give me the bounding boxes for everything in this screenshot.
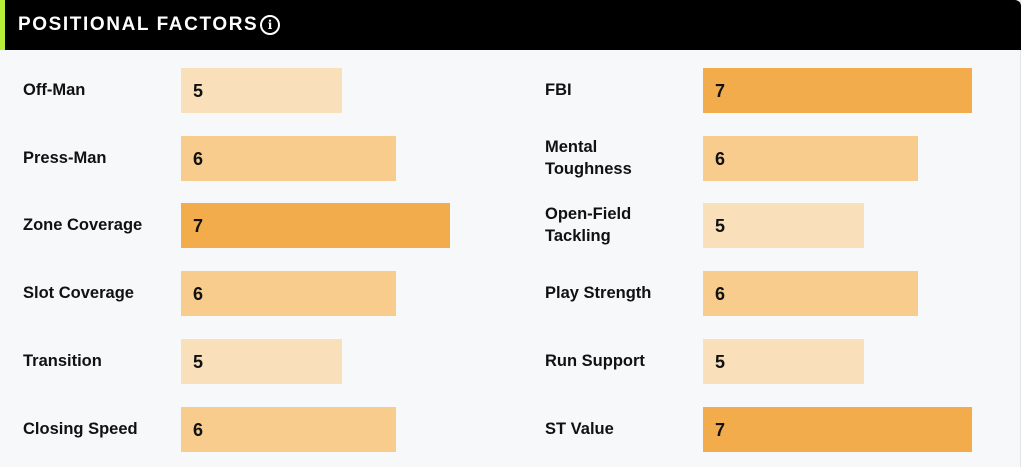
factor-label: Slot Coverage [23,284,134,302]
factor-score-value: 7 [193,216,204,236]
factor-score-bar: 5 [703,339,864,384]
factor-label: Transition [23,352,102,370]
factor-score-value: 5 [193,81,204,101]
factor-label: Open-Field Tackling [545,205,632,245]
factor-label: Off-Man [23,81,86,99]
factor-row-st-value: ST Value 7 [545,407,972,453]
factor-row-off-man: Off-Man 5 [23,68,450,114]
factor-row-slot-coverage: Slot Coverage 6 [23,271,450,317]
factor-score-value: 5 [715,352,726,372]
factor-label: Play Strength [545,284,652,302]
factor-row-transition: Transition 5 [23,339,450,385]
factor-score-value: 7 [715,81,726,101]
info-icon[interactable]: i [260,15,280,35]
factor-score-bar: 7 [703,68,972,113]
section-title: POSITIONAL FACTORS [18,14,259,35]
factor-score-bar: 6 [703,136,918,181]
factor-label: Run Support [545,352,645,370]
factor-label: Mental Toughness [545,138,632,178]
factor-score-value: 6 [193,420,204,440]
factor-score-bar: 7 [703,407,972,452]
factor-score-value: 6 [193,149,204,169]
factor-score-bar: 7 [181,203,450,248]
factor-score-bar: 6 [181,136,396,181]
factor-score-bar: 5 [181,339,342,384]
factor-score-bar: 5 [703,203,864,248]
factor-row-fbi: FBI 7 [545,68,972,114]
factor-score-value: 6 [715,284,726,304]
factor-row-closing-speed: Closing Speed 6 [23,407,450,453]
factor-row-run-support: Run Support 5 [545,339,972,385]
factor-label: Press-Man [23,149,107,167]
factor-row-mental-toughness: Mental Toughness 6 [545,136,972,182]
factor-score-bar: 6 [703,271,918,316]
card-header: POSITIONAL FACTORS i [0,0,1021,50]
factor-row-zone-coverage: Zone Coverage 7 [23,203,450,249]
factor-score-bar: 5 [181,68,342,113]
header-accent-stripe [0,0,5,50]
factor-score-value: 5 [193,352,204,372]
factor-row-play-strength: Play Strength 6 [545,271,972,317]
factor-score-value: 5 [715,216,726,236]
factor-label: FBI [545,81,572,99]
factor-score-value: 6 [715,149,726,169]
factor-score-value: 6 [193,284,204,304]
factor-label: ST Value [545,420,614,438]
factor-row-press-man: Press-Man 6 [23,136,450,182]
factor-label: Zone Coverage [23,216,143,234]
factor-score-value: 7 [715,420,726,440]
factor-score-bar: 6 [181,271,396,316]
factor-row-open-field-tackling: Open-Field Tackling 5 [545,203,972,249]
factor-score-bar: 6 [181,407,396,452]
factor-label: Closing Speed [23,420,138,438]
